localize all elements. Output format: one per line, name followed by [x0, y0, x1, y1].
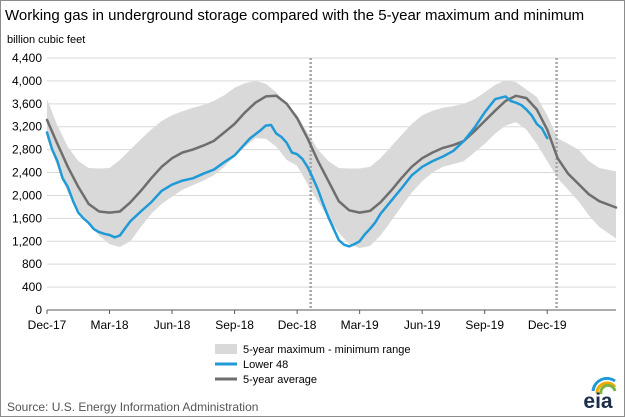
legend: 5-year maximum - minimum range Lower 48 5-… [215, 344, 410, 386]
legend-label: 5-year average [243, 374, 317, 386]
y-tick-label: 800 [22, 257, 42, 271]
vertical-markers [309, 58, 558, 310]
chart-plot: 0 400 800 1,200 1,600 2,000 2,400 2,800 3,200 3,6… [12, 51, 618, 386]
legend-label: 5-year maximum - minimum range [243, 344, 410, 356]
x-tick-label: Sep-18 [215, 318, 254, 332]
x-tick-label: Mar-19 [341, 318, 379, 332]
x-tick-label: Mar-18 [91, 318, 129, 332]
y-axis-unit-label: billion cubic feet [7, 34, 86, 46]
x-tick-label: Dec-17 [28, 318, 67, 332]
y-tick-label: 0 [35, 303, 42, 317]
y-tick-label: 2,400 [12, 166, 42, 180]
lower48-line [45, 95, 549, 248]
source-note: Source: U.S. Energy Information Administ… [7, 400, 259, 414]
range-band-area [47, 80, 616, 249]
eia-logo-arcs-icon [591, 376, 617, 395]
y-tick-label: 4,400 [12, 51, 42, 65]
x-tick-label: Jun-19 [404, 318, 441, 332]
legend-label: Lower 48 [243, 359, 288, 371]
eia-logo-text: eia [583, 390, 613, 413]
y-tick-label: 3,600 [12, 97, 42, 111]
range-band-layer [47, 80, 616, 249]
x-tick-label: Dec-18 [278, 318, 317, 332]
y-tick-label: 3,200 [12, 120, 42, 134]
y-tick-label: 400 [22, 280, 42, 294]
axes: 0 400 800 1,200 1,600 2,000 2,400 2,800 3,200 3,6… [12, 51, 616, 332]
x-tick-label: Sep-19 [465, 318, 504, 332]
five-year-average-line [45, 94, 618, 214]
x-tick-label: Jun-18 [154, 318, 191, 332]
y-tick-label: 4,000 [12, 74, 42, 88]
grid-lines [47, 57, 616, 288]
y-tick-label: 1,600 [12, 211, 42, 225]
eia-logo: eia [575, 375, 621, 413]
legend-swatch-range [215, 344, 237, 354]
y-tick-label: 2,000 [12, 188, 42, 202]
chart-title: Working gas in underground storage compa… [5, 7, 585, 24]
y-tick-label: 2,800 [12, 143, 42, 157]
x-tick-label: Dec-19 [528, 318, 567, 332]
series-lines [45, 94, 618, 248]
y-tick-label: 1,200 [12, 234, 42, 248]
